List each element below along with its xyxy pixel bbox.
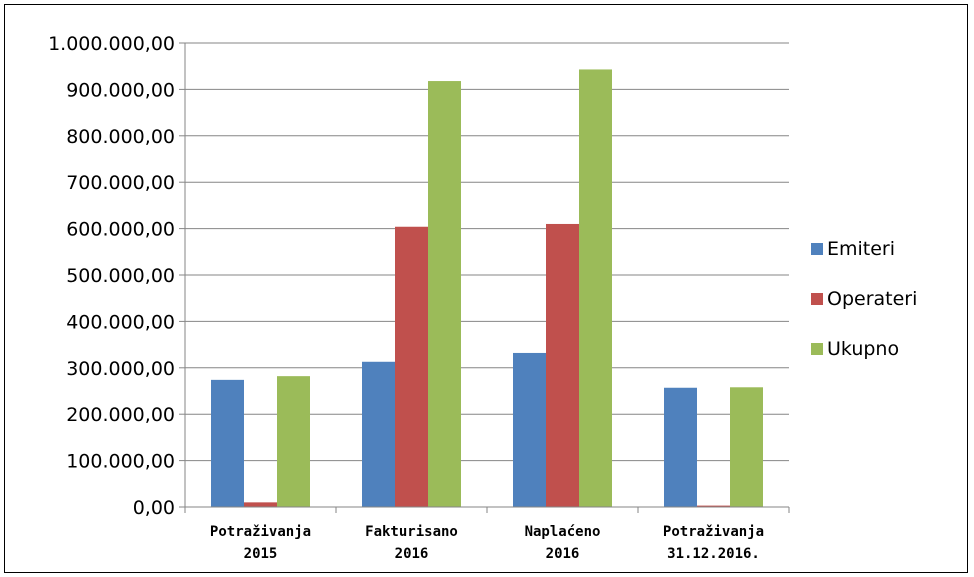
legend: Emiteri Operateri Ukupno: [811, 238, 917, 360]
y-tick-label: 700.000,00: [66, 172, 175, 194]
bar-operateri: [395, 226, 428, 507]
bar-operateri: [244, 502, 277, 507]
bar-ukupno: [579, 69, 612, 507]
y-tick-label: 0,00: [133, 497, 175, 519]
legend-swatch-emiteri: [811, 243, 823, 255]
y-tick-label: 100.000,00: [66, 451, 175, 473]
legend-label-operateri: Operateri: [827, 288, 917, 310]
bars: [211, 69, 763, 507]
y-tick-label: 300.000,00: [66, 358, 175, 380]
x-category-label: Fakturisano: [365, 524, 458, 540]
legend-label-ukupno: Ukupno: [827, 338, 899, 360]
x-category-label: Potraživanja: [663, 524, 764, 540]
bar-chart: 0,00 100.000,00 200.000,00 300.000,00 400.00…: [48, 33, 917, 562]
legend-label-emiteri: Emiteri: [827, 238, 895, 260]
bar-emiteri: [513, 352, 546, 507]
bar-emiteri: [664, 387, 697, 507]
x-category-labels: Potraživanja 2015 Fakturisano 2016 Naplaćeno…: [210, 524, 764, 562]
x-category-label: 2015: [244, 546, 278, 562]
chart-frame: 0,00 100.000,00 200.000,00 300.000,00 400.00…: [4, 4, 968, 573]
bar-operateri: [697, 505, 730, 507]
x-category-label: 2016: [546, 546, 580, 562]
bar-emiteri: [211, 379, 244, 507]
bar-ukupno: [730, 387, 763, 507]
x-category-label: Naplaćeno: [525, 524, 601, 540]
axes: [179, 42, 790, 513]
gridlines: [185, 42, 789, 462]
y-tick-label: 1.000.000,00: [48, 33, 175, 55]
bar-operateri: [546, 223, 579, 507]
y-tick-label: 900.000,00: [66, 79, 175, 101]
y-tick-label: 800.000,00: [66, 126, 175, 148]
y-tick-label: 200.000,00: [66, 404, 175, 426]
legend-swatch-ukupno: [811, 343, 823, 355]
legend-swatch-operateri: [811, 293, 823, 305]
y-tick-labels: 0,00 100.000,00 200.000,00 300.000,00 400.00…: [48, 33, 175, 519]
y-tick-label: 600.000,00: [66, 219, 175, 241]
bar-ukupno: [277, 376, 310, 507]
bar-emiteri: [362, 361, 395, 507]
y-tick-label: 400.000,00: [66, 311, 175, 333]
bar-ukupno: [428, 81, 461, 507]
y-tick-label: 500.000,00: [66, 265, 175, 287]
x-category-label: Potraživanja: [210, 524, 311, 540]
x-category-label: 2016: [395, 546, 429, 562]
x-category-label: 31.12.2016.: [667, 546, 760, 562]
